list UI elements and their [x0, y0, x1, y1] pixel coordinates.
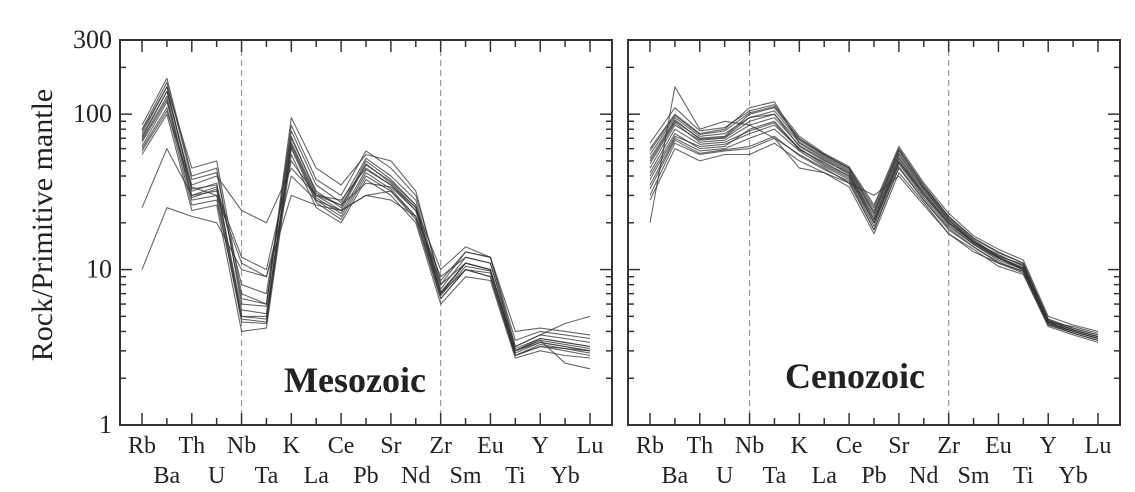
series-line-1: [141, 86, 591, 352]
x-tick-label-sm: Sm: [450, 463, 482, 489]
series-line-12: [649, 117, 1099, 340]
panel-title: Mesozoic: [284, 360, 426, 400]
y-tick-label: 100: [73, 99, 112, 128]
x-tick-label-nb: Nb: [227, 433, 256, 459]
x-tick-label-la: La: [304, 463, 330, 489]
x-tick-label-th: Th: [178, 433, 205, 459]
series-line-9: [141, 86, 591, 348]
x-tick-label-eu: Eu: [477, 433, 504, 459]
series-line-3: [141, 77, 591, 341]
x-tick-label-u: U: [716, 463, 733, 489]
x-tick-label-ta: Ta: [763, 463, 787, 489]
series-line-11: [141, 81, 591, 350]
x-tick-label-pb: Pb: [861, 463, 886, 489]
series-line-8: [141, 95, 591, 352]
y-tick-label: 300: [73, 25, 112, 54]
x-tick-label-pb: Pb: [353, 463, 378, 489]
x-tick-label-zr: Zr: [937, 433, 960, 459]
x-tick-label-ti: Ti: [505, 463, 526, 489]
x-tick-label-y: Y: [1040, 433, 1057, 459]
series-line-12: [141, 90, 591, 370]
x-tick-label-ta: Ta: [255, 463, 279, 489]
x-tick-label-ba: Ba: [662, 463, 689, 489]
x-tick-label-ce: Ce: [836, 433, 863, 459]
x-tick-label-k: K: [283, 433, 301, 459]
x-tick-label-yb: Yb: [550, 463, 579, 489]
panel-mesozoic: 110100300RbBaThUNbTaKLaCePbSrNdZrSmEuTiY…: [73, 25, 613, 489]
series-line-10: [141, 107, 591, 357]
panel-title: Cenozoic: [785, 356, 925, 396]
x-tick-label-lu: Lu: [1085, 433, 1112, 459]
series-line-11: [649, 142, 1099, 343]
x-tick-label-ti: Ti: [1013, 463, 1034, 489]
x-tick-label-eu: Eu: [985, 433, 1012, 459]
x-tick-label-rb: Rb: [636, 433, 664, 459]
x-tick-label-ce: Ce: [328, 433, 355, 459]
x-tick-label-nd: Nd: [909, 463, 938, 489]
x-tick-label-sr: Sr: [380, 433, 401, 459]
x-tick-label-rb: Rb: [128, 433, 156, 459]
series-line-2: [649, 107, 1099, 336]
y-tick-label: 1: [99, 410, 112, 439]
series-line-13: [649, 122, 1099, 340]
x-tick-label-nd: Nd: [401, 463, 430, 489]
y-tick-label: 10: [86, 255, 112, 284]
x-tick-label-y: Y: [532, 433, 549, 459]
x-tick-label-zr: Zr: [429, 433, 452, 459]
x-tick-label-ba: Ba: [154, 463, 181, 489]
series-line-3: [649, 137, 1099, 341]
series-line-15: [649, 135, 1099, 341]
x-tick-label-u: U: [208, 463, 225, 489]
x-tick-label-la: La: [812, 463, 838, 489]
series-line-13: [141, 98, 591, 354]
x-tick-label-k: K: [791, 433, 809, 459]
x-tick-label-th: Th: [686, 433, 713, 459]
series-line-2: [141, 101, 591, 357]
series-line-16: [649, 105, 1099, 336]
series-line-10: [649, 104, 1099, 332]
x-tick-label-sm: Sm: [958, 463, 990, 489]
x-tick-label-lu: Lu: [577, 433, 604, 459]
series-line-4: [141, 113, 591, 359]
x-tick-label-sr: Sr: [888, 433, 909, 459]
series-line-5: [141, 194, 591, 348]
series-line-14: [141, 110, 591, 357]
y-axis-label: Rock/Primitive mantle: [26, 89, 59, 361]
x-tick-label-nb: Nb: [735, 433, 764, 459]
x-tick-label-yb: Yb: [1058, 463, 1087, 489]
